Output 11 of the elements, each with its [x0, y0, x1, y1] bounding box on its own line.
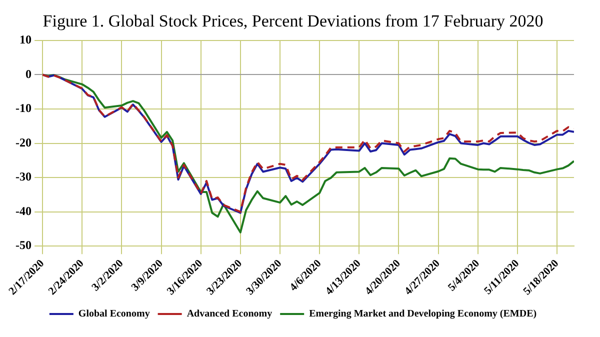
y-tick-label: 10 — [20, 32, 32, 46]
y-tick-label: -50 — [16, 238, 32, 252]
y-tick-label: 0 — [26, 66, 32, 81]
y-tick-label: -20 — [16, 135, 32, 150]
y-tick-label: -10 — [16, 101, 32, 116]
legend-label: Global Economy — [78, 308, 150, 320]
y-tick-label: -30 — [16, 170, 32, 184]
legend-label: Advanced Economy — [186, 308, 272, 320]
legend-label: Emerging Market and Developing Economy (EMDE) — [309, 308, 537, 320]
y-tick-label: -40 — [16, 204, 32, 218]
chart-title: Figure 1. Global Stock Prices, Percent Deviations from 17 February 2020 — [42, 12, 544, 31]
